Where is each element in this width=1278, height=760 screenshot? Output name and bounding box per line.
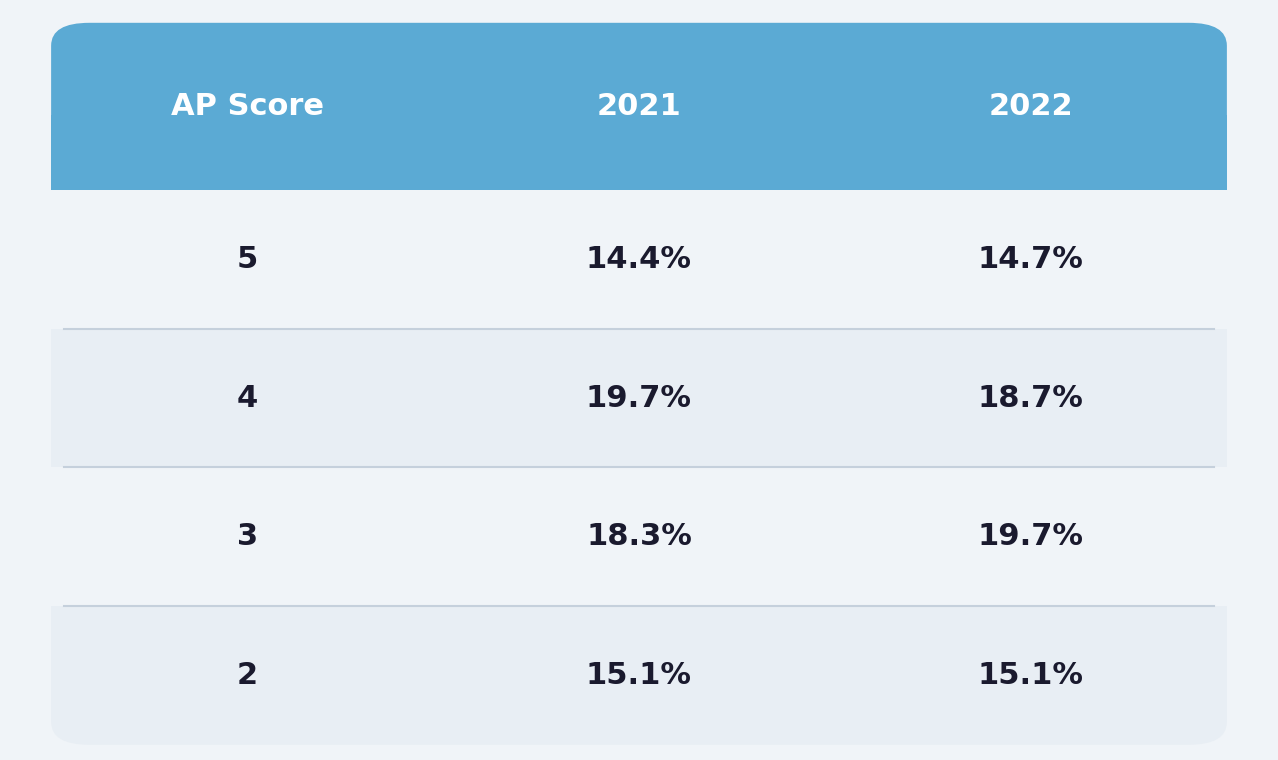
Bar [51, 467, 1227, 606]
Text: 19.7%: 19.7% [587, 384, 691, 413]
Text: 4: 4 [236, 384, 258, 413]
Text: 5: 5 [236, 245, 258, 274]
Text: 2: 2 [236, 661, 258, 690]
Text: 14.7%: 14.7% [978, 245, 1084, 274]
Text: 14.4%: 14.4% [587, 245, 691, 274]
FancyBboxPatch shape [51, 23, 1227, 745]
Bar [51, 115, 1227, 190]
Text: 2021: 2021 [597, 92, 681, 121]
Text: AP Score: AP Score [170, 92, 323, 121]
Bar [51, 328, 1227, 467]
FancyBboxPatch shape [51, 23, 1227, 190]
Text: 18.7%: 18.7% [978, 384, 1084, 413]
Text: 3: 3 [236, 522, 258, 551]
Text: 15.1%: 15.1% [587, 661, 691, 690]
Bar [51, 190, 1227, 328]
Text: 18.3%: 18.3% [587, 522, 691, 551]
Text: 15.1%: 15.1% [978, 661, 1084, 690]
Bar [51, 606, 1227, 682]
FancyBboxPatch shape [51, 606, 1227, 745]
Text: 19.7%: 19.7% [978, 522, 1084, 551]
Text: 2022: 2022 [989, 92, 1074, 121]
